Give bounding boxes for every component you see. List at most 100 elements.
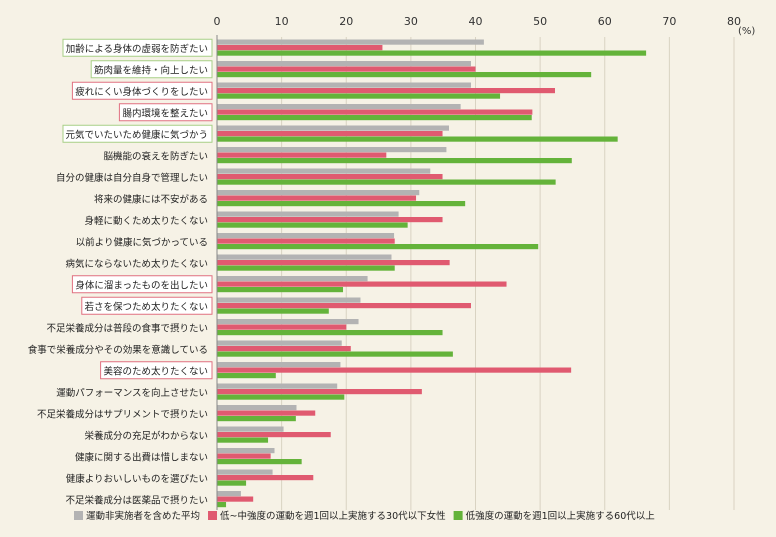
category-label: 腸内環境を整えたい	[122, 107, 208, 119]
category-label: 健康よりおいしいものを選びたい	[66, 473, 208, 485]
category-label: 元気でいたいため健康に気づかう	[65, 129, 208, 141]
bar	[217, 469, 273, 475]
bar	[217, 437, 269, 443]
bar	[217, 480, 247, 486]
bar	[217, 104, 461, 110]
bar	[217, 265, 395, 271]
bar	[217, 276, 368, 282]
category-label: 以前より健康に気づかっている	[76, 236, 208, 248]
x-tick-label: 50	[533, 15, 547, 28]
bar	[217, 346, 351, 352]
category-highlight-box	[62, 38, 213, 57]
category-highlight-box	[62, 124, 213, 143]
category-label: 加齢による身体の虚弱を防ぎたい	[66, 43, 208, 55]
bar	[217, 168, 431, 174]
category-label: 運動パフォーマンスを向上させたい	[56, 387, 208, 399]
category-highlight-box	[81, 296, 213, 315]
category-highlight-box	[71, 275, 213, 294]
bar	[217, 432, 331, 438]
bar	[217, 394, 345, 400]
bar	[217, 136, 618, 142]
category-label: 脳機能の衰えを防ぎたい	[103, 150, 208, 162]
category-label: 身軽に動くため太りたくない	[84, 215, 208, 227]
bar	[217, 475, 314, 481]
bar	[217, 330, 443, 336]
category-label: 不足栄養成分は普段の食事で摂りたい	[46, 322, 208, 334]
category-label: 疲れにくい身体づくりをしたい	[75, 86, 208, 98]
legend: 運動非実施者を含めた平均 低~中強度の運動を週1回以上実施する30代以下女性 低強度…	[74, 510, 655, 522]
bar	[217, 66, 476, 72]
bar	[217, 502, 227, 508]
bar	[217, 233, 395, 239]
bar	[217, 158, 572, 164]
bar	[217, 351, 453, 357]
bar	[217, 190, 420, 196]
bar	[217, 222, 408, 228]
bar	[217, 496, 254, 502]
bar	[217, 109, 533, 115]
bar	[217, 179, 556, 185]
bar	[217, 287, 344, 293]
bar	[217, 61, 471, 67]
x-tick-label: 80	[727, 15, 741, 28]
bar	[217, 115, 532, 121]
category-label: 筋肉量を維持・向上したい	[94, 64, 208, 76]
category-label: 食事で栄養成分やその効果を意識している	[28, 344, 208, 356]
bar	[217, 152, 387, 158]
bar	[217, 131, 443, 137]
x-tick-label: 70	[662, 15, 676, 28]
bar	[217, 491, 241, 497]
bar	[217, 416, 296, 422]
bar	[217, 147, 447, 153]
bar	[217, 324, 347, 330]
bar	[217, 448, 275, 454]
bar	[217, 308, 329, 314]
x-tick-label: 30	[404, 15, 418, 28]
category-label: 健康に関する出費は惜しまない	[75, 451, 208, 463]
bar	[217, 367, 572, 373]
legend-swatch	[208, 511, 218, 520]
bar	[217, 88, 555, 94]
x-tick-label: 60	[598, 15, 612, 28]
legend-label: 運動非実施者を含めた平均	[86, 510, 200, 522]
bar	[217, 125, 450, 131]
bar	[217, 244, 539, 250]
bar	[217, 45, 383, 51]
bar	[217, 426, 284, 432]
bar	[217, 303, 471, 309]
category-label: 美容のため太りたくない	[103, 365, 208, 377]
bar	[217, 201, 466, 207]
bar	[217, 50, 647, 56]
category-label: 不足栄養成分は医薬品で摂りたい	[65, 494, 208, 506]
bar	[217, 82, 471, 88]
category-labels: 加齢による身体の虚弱を防ぎたい筋肉量を維持・向上したい疲れにくい身体づくりをした…	[28, 38, 213, 506]
legend-label: 低強度の運動を週1回以上実施する60代以上	[466, 510, 656, 522]
x-tick-label: 20	[339, 15, 353, 28]
bar	[217, 260, 450, 266]
legend-swatch	[74, 511, 83, 520]
category-highlight-box	[71, 81, 213, 100]
unit-label: (%)	[738, 26, 755, 37]
bar	[217, 383, 338, 389]
bar	[217, 195, 417, 201]
bar	[217, 93, 501, 99]
category-highlight-box	[118, 103, 213, 122]
category-label: 不足栄養成分はサプリメントで摂りたい	[37, 408, 208, 420]
bar	[217, 72, 592, 78]
bars	[217, 39, 647, 508]
bar	[217, 410, 316, 416]
x-tick-label: 10	[275, 15, 289, 28]
bar	[217, 362, 341, 368]
category-label: 若さを保つため太りたくない	[84, 301, 208, 313]
bar	[217, 319, 359, 325]
bar	[217, 238, 395, 244]
bar	[217, 39, 484, 45]
x-tick-label: 0	[214, 15, 221, 28]
bar	[217, 254, 392, 260]
bar	[217, 453, 271, 459]
bar	[217, 297, 361, 303]
legend-label: 低~中強度の運動を週1回以上実施する30代以下女性	[220, 510, 446, 522]
category-label: 将来の健康には不安がある	[94, 193, 208, 205]
